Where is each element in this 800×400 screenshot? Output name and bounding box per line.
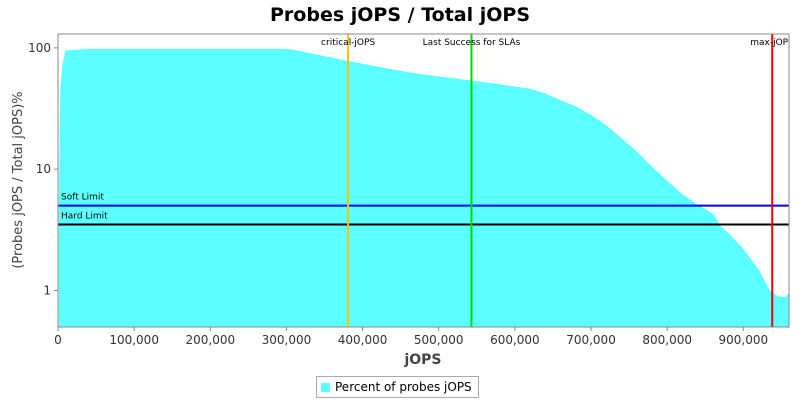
- plot-border: [57, 33, 790, 328]
- x-tick-label-6: 600,000: [490, 333, 540, 347]
- vmarker-label-1: Last Success for SLAs: [423, 38, 521, 48]
- horizontal-marker-layer: Soft Limit Hard Limit: [58, 193, 789, 226]
- x-tick-label-2: 200,000: [185, 333, 235, 347]
- x-tick-label-7: 700,000: [566, 333, 616, 347]
- x-tick-label-4: 400,000: [338, 333, 388, 347]
- x-tick-label-0: 0: [54, 333, 62, 347]
- vmarker-label-2: max-jOP: [750, 38, 788, 48]
- series-area-layer: [58, 48, 790, 328]
- x-tick-label-5: 500,000: [414, 333, 464, 347]
- hmarker-label-1: Hard Limit: [61, 211, 108, 221]
- x-tick-label-8: 800,000: [642, 333, 692, 347]
- y-tick-label-1: 10: [36, 162, 51, 176]
- x-tick-label-1: 100,000: [109, 333, 159, 347]
- y-tick-label-0: 1: [43, 283, 51, 297]
- x-tick-label-3: 300,000: [262, 333, 312, 347]
- legend: Percent of probes jOPS: [316, 376, 479, 398]
- y-axis-title: (Probes jOPS / Total jOPS)%: [11, 91, 26, 268]
- hmarker-label-0: Soft Limit: [61, 193, 104, 203]
- vmarker-label-0: critical-jOPS: [321, 38, 375, 48]
- vertical-marker-layer: critical-jOPS Last Success for SLAs max-jO…: [57, 33, 790, 328]
- chart-title: Probes jOPS / Total jOPS: [270, 4, 530, 26]
- y-tick-label-2: 100: [28, 41, 51, 55]
- x-axis: 0 100,000 200,000 300,000 400,000 500,000 600,…: [54, 327, 768, 347]
- x-axis-title: jOPS: [403, 352, 441, 368]
- legend-swatch: [321, 382, 330, 392]
- series-area-0: [58, 48, 790, 328]
- y-axis: 1 10 100: [28, 41, 58, 297]
- x-tick-label-9: 900,000: [719, 333, 769, 347]
- legend-label: Percent of probes jOPS: [335, 380, 472, 394]
